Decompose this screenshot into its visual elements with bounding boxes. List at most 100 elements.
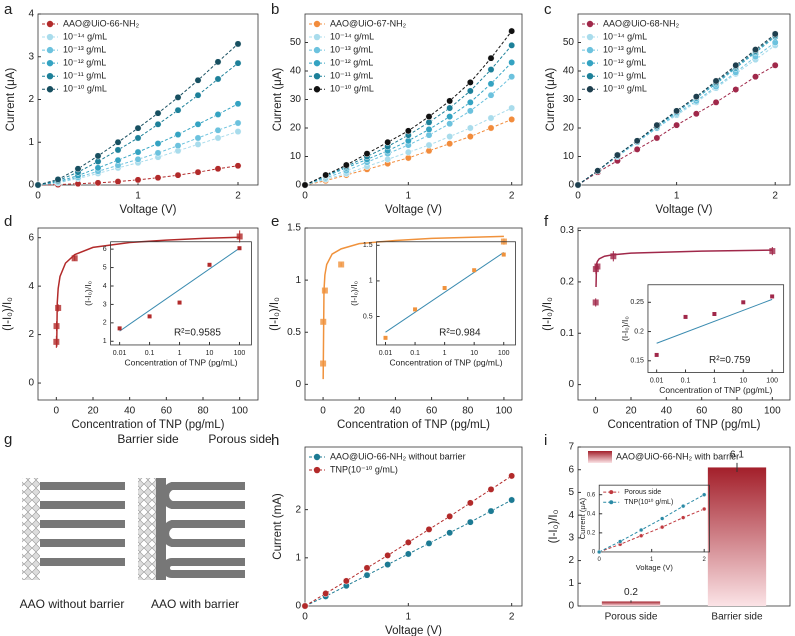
data-point <box>384 551 392 559</box>
y-tick-label: 6 <box>28 232 34 243</box>
y-axis-title: (I-I₀)/I₀ <box>542 297 554 331</box>
data-point <box>404 538 412 546</box>
x-tick-label: 0.1 <box>145 350 155 357</box>
data-point <box>508 104 516 112</box>
x-tick-label: 0 <box>320 406 326 417</box>
data-point <box>487 485 495 493</box>
y-tick-label: 0 <box>568 180 574 191</box>
annotation: R²=0.9585 <box>174 328 221 339</box>
data-point <box>446 529 454 537</box>
y-tick-label: 10 <box>563 151 575 162</box>
legend-label: 10⁻¹¹ g/mL <box>330 71 373 81</box>
x-axis-title: Concentration of TNP (pg/mL) <box>337 419 490 431</box>
data-point <box>194 76 202 84</box>
data-point <box>214 126 222 134</box>
fit-curve <box>595 249 773 288</box>
data-point <box>466 87 474 95</box>
legend-marker <box>46 20 54 28</box>
bar <box>707 467 767 606</box>
data-point <box>446 97 454 105</box>
axis-frame <box>110 241 252 346</box>
data-point <box>234 100 242 108</box>
data-point <box>425 525 433 533</box>
legend-label: 10⁻¹⁴ g/mL <box>330 31 374 41</box>
data-point <box>320 318 327 325</box>
inset-point <box>741 300 746 305</box>
data-point <box>234 162 242 170</box>
data-point <box>487 66 495 74</box>
data-point <box>771 39 779 46</box>
data-point <box>466 78 474 86</box>
data-point <box>712 77 720 85</box>
data-point <box>617 539 623 544</box>
x-tick-label: 40 <box>124 406 136 417</box>
data-point <box>712 98 720 106</box>
axis-frame <box>577 446 791 607</box>
data-point <box>673 121 681 129</box>
x-tick-label: 60 <box>696 406 708 417</box>
y-tick-label: 5 <box>568 487 574 498</box>
y-tick-label: 0.25 <box>630 299 644 306</box>
x-tick-label: 10 <box>206 350 214 357</box>
x-tick-label: 0 <box>593 406 599 417</box>
legend-marker <box>313 453 321 461</box>
legend-label: TNP(10⁻¹⁰ g/mL) <box>330 464 398 474</box>
y-tick-label: 6 <box>103 246 107 253</box>
data-point <box>34 181 42 189</box>
fit-curve <box>55 236 240 347</box>
x-tick-label: 0 <box>54 406 60 417</box>
legend-marker <box>313 20 321 28</box>
y-tick-label: 1.5 <box>287 223 301 234</box>
x-tick-label: 0.01 <box>650 378 664 385</box>
data-point <box>71 255 78 262</box>
y-tick-label: 1 <box>103 338 107 345</box>
barrier-layer <box>138 478 156 580</box>
data-point <box>732 61 740 69</box>
data-point <box>74 165 82 173</box>
x-tick-label: 100 <box>764 406 781 417</box>
data-point <box>55 304 62 311</box>
data-point <box>154 120 162 128</box>
data-point <box>94 152 102 160</box>
legend-label: 10⁻¹⁰ g/mL <box>330 84 374 94</box>
data-point <box>425 539 433 547</box>
panel-label: h <box>271 432 279 449</box>
legend-marker <box>313 33 321 41</box>
inset-point <box>442 286 447 291</box>
data-point <box>174 106 182 114</box>
legend-marker <box>46 33 54 41</box>
y-tick-label: 2 <box>28 329 34 340</box>
y-tick-label: 0 <box>592 550 596 556</box>
legend-swatch <box>588 451 612 463</box>
data-point <box>752 73 759 81</box>
data-point <box>404 137 412 145</box>
y-tick-label: 0.3 <box>560 225 574 236</box>
y-tick-label: 0.2 <box>634 328 644 335</box>
data-point <box>214 58 222 66</box>
data-point <box>752 46 759 54</box>
barrier-side-label: Barrier side <box>117 432 179 446</box>
panel-label: d <box>4 213 12 230</box>
legend-marker <box>313 59 321 67</box>
x-tick-label: 80 <box>731 406 743 417</box>
y-tick-label: 30 <box>563 94 575 105</box>
data-point <box>446 113 454 121</box>
data-point <box>638 527 644 533</box>
data-point <box>384 138 392 146</box>
y-axis-title: Current (mA) <box>272 493 284 560</box>
data-point <box>404 148 412 156</box>
data-point <box>466 98 474 106</box>
y-tick-label: 0.2 <box>560 277 574 288</box>
data-point <box>342 577 350 585</box>
x-tick-label: 40 <box>661 406 673 417</box>
axis-frame <box>37 227 259 401</box>
x-tick-label: Barrier side <box>711 612 763 623</box>
y-tick-label: 0 <box>568 379 574 390</box>
data-point <box>446 133 454 141</box>
data-point <box>592 299 599 306</box>
axis-frame <box>647 284 785 373</box>
legend-label: 10⁻¹² g/mL <box>63 58 106 68</box>
data-point <box>771 30 779 38</box>
data-point <box>174 142 182 150</box>
x-tick-label: 0 <box>598 557 602 563</box>
